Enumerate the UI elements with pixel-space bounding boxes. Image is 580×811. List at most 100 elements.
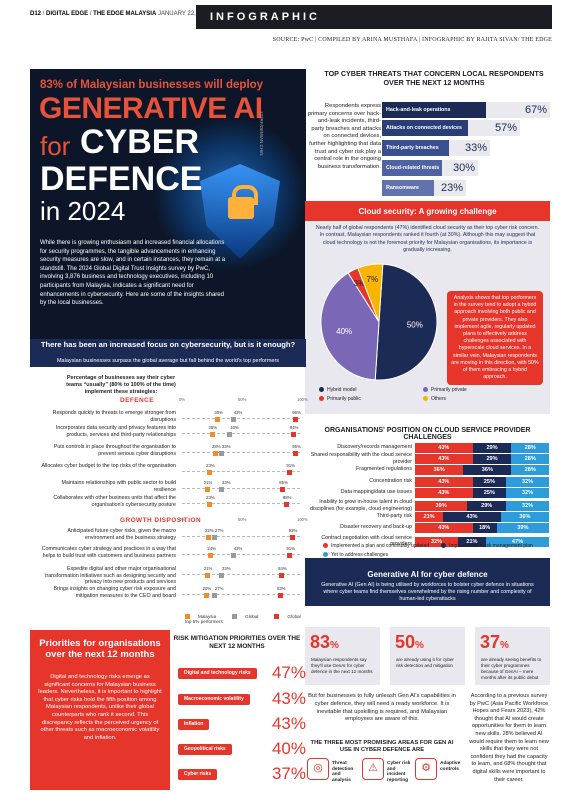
cp-bar: 21% 43% 36% [415,512,549,523]
cp-bar: 43% 25% 32% [415,487,549,498]
cp-bar-segment: 29% [467,501,507,511]
risk-value: 40% [271,739,306,758]
legend-item: Primarily private [423,387,527,393]
dot-chart-value: 33% [221,444,231,449]
strategies-dot-chart: Percentage of businesses say their cyber… [30,370,308,627]
dot-chart-value: 25% [208,425,218,430]
cp-bar-segment: 28% [511,465,549,476]
hero-panel: 83% of Malaysian businesses will deploy … [30,69,306,339]
dot-chart-marker [280,487,286,492]
cp-bar-segment: 28% [511,454,549,465]
hero-title-defence: DEFENCE [40,160,203,198]
dot-chart-value: 27% [214,528,224,533]
legend-label: Global [245,614,259,619]
dot-chart-marker [218,573,224,578]
legend-swatch [319,387,324,392]
stat-value: 83% [310,632,339,653]
legend-swatch [232,614,238,619]
dot-chart-marker [215,417,221,422]
dot-chart-value: 43% [233,410,243,415]
padlock-icon [228,185,258,219]
cloud-security-panel: Cloud security: A growing challenge Near… [305,201,550,414]
cloud-text: Nearly half of global respondents (47%) … [315,225,540,253]
dot-chart-row-axis: 22% 27% 93% [182,528,300,540]
dot-chart-row-axis: 28% 33% 96% [182,444,301,456]
dot-chart-marker [227,432,233,437]
dot-chart-marker [207,470,213,475]
pie-slice-label: 40% [336,327,352,336]
pie-slice-others [357,263,384,323]
hero-subtitle: 83% of Malaysian businesses will deploy [40,79,264,91]
dot-chart-row-label: Maintains relationships with public sect… [61,480,176,493]
dot-chart-tick: 100% [297,397,308,402]
threat-bar-value: 23% [440,182,463,194]
legend-item: Primarily public [319,396,423,402]
risk-label: Cyber risks [178,769,218,780]
dot-chart-row-label: Incorporates data security and privacy f… [55,425,176,438]
brain-icon: ⚙ [415,758,437,780]
dot-chart-marker [211,593,217,598]
cp-bar-segment: 43% [415,443,473,453]
dot-chart-tick: 0% [179,517,186,522]
stat-card: 83% Malaysian respondents say they'll us… [305,627,380,685]
priorities-text: Digital and technology risks emerge as s… [38,674,162,741]
photo-credit: 123RF/DEMIAN CHIN [259,111,264,156]
threat-bar-fill [382,180,435,196]
dot-chart-marker [213,451,219,456]
pie-slice-label: 3% [354,279,366,288]
threat-bar-label: Third-party breaches [386,145,439,151]
dot-chart-value: 21% [203,566,213,571]
cp-row-label: Disaster recovery and back-up [340,524,412,531]
dot-chart-marker [209,432,215,437]
cp-bar-segment: 25% [472,487,507,498]
legend-swatch [323,551,328,557]
dot-chart-section: DEFENCE [120,397,155,404]
cloud-banner [305,201,550,221]
dot-chart-value: 93% [288,528,298,533]
dot-chart-marker [287,470,293,475]
header-bar: D12 / DIGITAL EDGE / THE EDGE MALAYSIA J… [0,0,580,32]
priorities-panel: Priorities for organisations over the ne… [30,630,170,790]
dot-chart-value: 20% [202,586,212,591]
dot-chart-marker [277,593,283,598]
folio: D12 / DIGITAL EDGE / THE EDGE MALAYSIA J… [30,11,211,17]
threat-bar-fill [382,140,449,156]
cp-bar-segment: 29% [472,443,512,453]
dot-chart-marker [218,487,224,492]
dot-chart-value: 43% [233,546,243,551]
cp-bar: 36% 36% 28% [415,465,549,476]
risk-row: Cyber risks 37% [178,764,306,788]
dot-chart-row-axis: 21% 33% 84% [182,566,300,578]
dot-chart-marker [293,417,299,422]
dot-chart-tick: 50% [238,517,247,522]
cp-bar-segment: 39% [415,501,468,511]
dot-chart-marker [204,487,210,492]
dot-chart-value: 91% [286,546,295,551]
legend-item: Yet to address challenges [323,551,388,560]
dot-chart-marker [204,573,210,578]
cp-bar-segment: 25% [472,476,507,487]
threat-bar: Ransomware 23% [382,180,466,196]
dot-chart-row-axis: 20% 27% 83% [182,586,300,598]
issue-date: JANUARY 22, 2024 [157,11,211,17]
section-label: INFOGRAPHIC [196,5,552,29]
dot-chart-row-axis: 24% 43% 91% [182,546,300,558]
dot-chart-row-label: Allocates cyber budget to the top risks … [41,463,176,469]
pie-slice-label: 50% [407,320,423,329]
page-number: D12 [30,11,42,17]
cp-row-label: Data mapping/data use issues [340,488,412,495]
hero-title-year: in 2024 [40,196,126,226]
dot-chart-row-axis: 21% 33% 85% [182,480,300,492]
dot-chart-marker [290,432,296,437]
focus-title: There has been an increased focus on cyb… [40,340,296,349]
dot-chart-value: 96% [292,444,301,449]
legend-swatch [441,543,447,548]
pie-slice-label: 7% [367,275,379,284]
areas-title: THE THREE MOST PROMISING AREAS FOR GEN A… [310,740,454,753]
legend-item: Implemented a risk management plan [441,542,533,551]
cp-row-label: Inability to grow in-house talent in clo… [310,499,412,512]
genai-band: Generative AI for cyber defence Generati… [305,558,550,606]
dot-chart-row-axis: 23% 88% [182,495,300,507]
threat-bar-value: 33% [464,142,487,154]
cp-bar-segment: 29% [472,454,512,465]
